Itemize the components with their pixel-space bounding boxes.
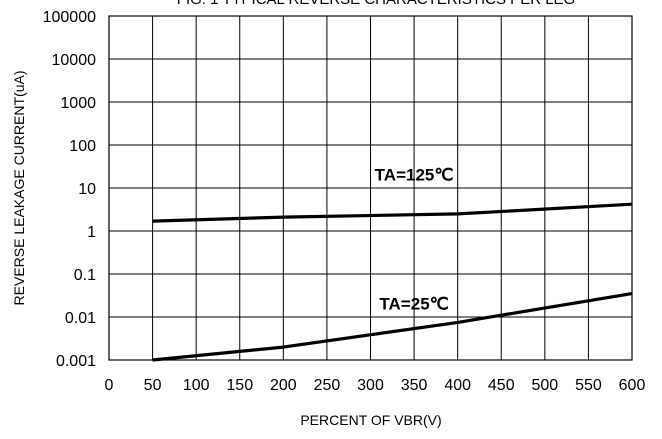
annotations: TA=125℃ TA=25℃ [375,165,454,313]
x-tick-label: 550 [575,377,602,394]
y-axis-label: REVERSE LEAKAGE CURRENT(uA) [11,71,27,306]
y-tick-label: 10 [78,181,96,198]
y-tick-label: 100000 [43,9,96,26]
series-line-2 [152,292,633,362]
annotation-label: TA=25℃ [379,294,448,313]
series-lines [152,202,633,362]
y-tick-labels: 0.001 0.01 0.1 1 10 100 1000 10000 100000 [43,9,96,370]
x-tick-label: 600 [619,377,646,394]
annotation-label: TA=125℃ [375,165,454,184]
y-tick-label: 1 [87,224,96,241]
x-tick-label: 100 [183,377,210,394]
x-tick-label: 400 [444,377,471,394]
y-tick-label: 0.1 [74,267,96,284]
chart-title: FIG. 1 TYPICAL REVERSE CHARACTERISTICS P… [177,0,575,8]
y-tick-label: 0.01 [65,310,96,327]
x-tick-label: 0 [105,377,114,394]
x-tick-label: 200 [270,377,297,394]
x-tick-label: 150 [226,377,253,394]
x-tick-label: 300 [357,377,384,394]
y-tick-label: 1000 [60,95,96,112]
x-axis-label: PERCENT OF VBR(V) [300,412,441,428]
plot-frame [108,15,633,361]
x-tick-label: 50 [144,377,162,394]
x-tick-labels: 0 50 100 150 200 250 300 350 400 450 500 550 600 [105,377,646,394]
y-tick-label: 100 [69,138,96,155]
y-tick-label: 10000 [52,52,97,69]
x-tick-label: 500 [531,377,558,394]
y-tick-label: 0.001 [56,353,96,370]
x-tick-label: 450 [488,377,515,394]
x-tick-label: 250 [314,377,341,394]
series-line-1 [152,202,633,223]
x-tick-label: 350 [401,377,428,394]
